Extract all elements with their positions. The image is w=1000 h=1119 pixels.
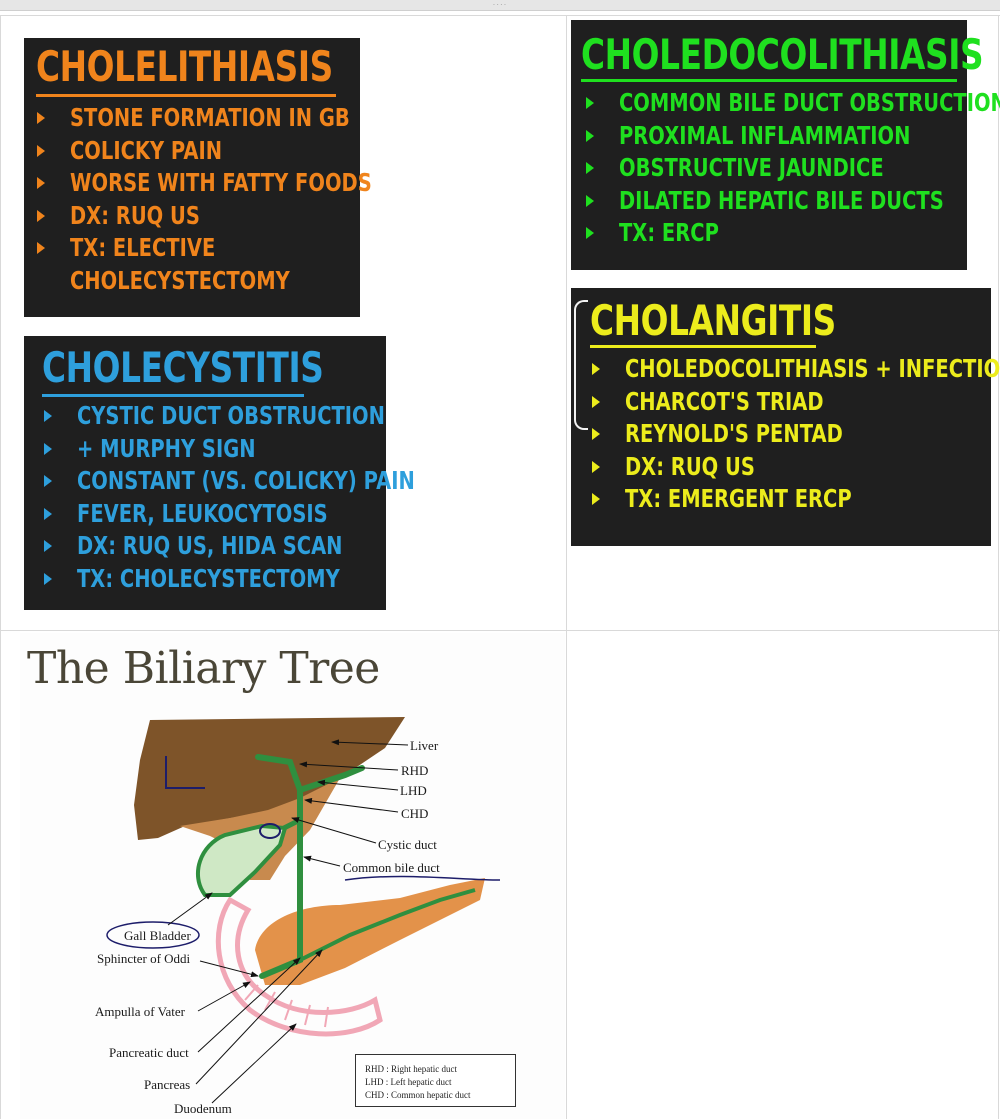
title-underline: [581, 79, 957, 82]
list-item: TX: ELECTIVE: [37, 232, 457, 265]
cholangitis-title: CHOLANGITIS: [590, 296, 836, 345]
choledocolithiasis-title: CHOLEDOCOLITHIASIS: [581, 30, 984, 79]
bullet-arrow-icon: [44, 410, 52, 422]
cholelithiasis-list: STONE FORMATION IN GB COLICKY PAIN WORSE…: [37, 102, 457, 297]
label-ampulla-of-vater: Ampulla of Vater: [95, 1004, 186, 1019]
label-chd: CHD: [401, 806, 429, 821]
choledocolithiasis-list: COMMON BILE DUCT OBSTRUCTION PROXIMAL IN…: [586, 87, 1000, 250]
label-gall-bladder: Gall Bladder: [124, 928, 191, 943]
bullet-arrow-icon: [37, 209, 45, 222]
cholangitis-card: CHOLANGITIS CHOLEDOCOLITHIASIS + INFECTI…: [571, 288, 1000, 546]
bullet-arrow-icon: [592, 395, 600, 408]
list-item: TX: EMERGENT ERCP: [592, 483, 1000, 516]
list-item: DILATED HEPATIC BILE DUCTS: [586, 185, 1000, 218]
list-item: CONSTANT (VS. COLICKY) PAIN: [44, 465, 510, 498]
bullet-arrow-icon: [592, 460, 600, 473]
list-item: DX: RUQ US, HIDA SCAN: [44, 530, 510, 563]
list-item: OBSTRUCTIVE JAUNDICE: [586, 152, 1000, 185]
list-item: COMMON BILE DUCT OBSTRUCTION: [586, 87, 1000, 120]
table-border-middle: [566, 15, 567, 1119]
list-item: CHARCOT'S TRIAD: [592, 386, 1000, 419]
abbreviation-legend: RHD : Right hepatic duct LHD : Left hepa…: [355, 1054, 516, 1107]
label-lhd: LHD: [400, 783, 427, 798]
list-item: PROXIMAL INFLAMMATION: [586, 120, 1000, 153]
biliary-tree-panel: [20, 633, 565, 1119]
cholecystitis-list: CYSTIC DUCT OBSTRUCTION + MURPHY SIGN CO…: [44, 400, 510, 595]
list-item: TX: ERCP: [586, 217, 1000, 250]
bullet-arrow-icon: [586, 194, 594, 207]
bullet-arrow-icon: [44, 507, 52, 520]
bullet-arrow-icon: [44, 475, 52, 487]
pancreas-shape: [255, 878, 485, 985]
bullet-arrow-icon: [44, 442, 52, 455]
label-common-bile-duct: Common bile duct: [343, 860, 440, 875]
top-resize-bar[interactable]: ····: [0, 0, 1000, 11]
bullet-arrow-icon: [44, 540, 52, 552]
liver-shape: [134, 717, 405, 840]
label-sphincter-of-oddi: Sphincter of Oddi: [97, 951, 191, 966]
duodenum-shape: [215, 896, 383, 1037]
bullet-arrow-icon: [37, 242, 45, 254]
label-cystic-duct: Cystic duct: [378, 837, 437, 852]
list-item-continuation: CHOLECYSTECTOMY: [70, 265, 290, 295]
table-border-right: [998, 15, 999, 1119]
label-liver: Liver: [410, 738, 439, 753]
list-item: STONE FORMATION IN GB: [37, 102, 457, 135]
list-item: FEVER, LEUKOCYTOSIS: [44, 498, 510, 531]
bullet-arrow-icon: [37, 144, 45, 157]
title-underline: [42, 394, 304, 397]
list-item: COLICKY PAIN: [37, 135, 457, 168]
resize-grip-icon[interactable]: ····: [492, 0, 508, 9]
choledocolithiasis-card: CHOLEDOCOLITHIASIS COMMON BILE DUCT OBST…: [571, 20, 1000, 270]
annotation-bracket: [574, 300, 588, 430]
cholecystitis-title: CHOLECYSTITIS: [42, 343, 324, 392]
gallbladder-shape: [195, 823, 288, 897]
cholecystitis-card: CHOLECYSTITIS CYSTIC DUCT OBSTRUCTION + …: [24, 336, 415, 610]
bullet-arrow-icon: [592, 493, 600, 505]
title-underline: [36, 94, 336, 97]
bullet-arrow-icon: [592, 428, 600, 440]
list-item: DX: RUQ US: [592, 451, 1000, 484]
list-item: TX: CHOLECYSTECTOMY: [44, 563, 510, 596]
biliary-tree-title: The Biliary Tree: [27, 643, 380, 694]
bullet-arrow-icon: [586, 162, 594, 174]
table-border-top: [0, 15, 1000, 16]
label-rhd: RHD: [401, 763, 429, 778]
cholelithiasis-title: CHOLELITHIASIS: [36, 42, 333, 91]
cholangitis-list: CHOLEDOCOLITHIASIS + INFECTION CHARCOT'S…: [592, 353, 1000, 516]
table-border-left: [0, 15, 1, 1119]
list-item: CYSTIC DUCT OBSTRUCTION: [44, 400, 510, 433]
legend-row: CHD : Common hepatic duct: [365, 1090, 471, 1100]
list-item: WORSE WITH FATTY FOODS: [37, 167, 457, 200]
legend-row: RHD : Right hepatic duct: [365, 1064, 457, 1074]
table-row-divider: [0, 630, 1000, 631]
title-underline: [590, 345, 816, 348]
legend-row: LHD : Left hepatic duct: [365, 1077, 452, 1087]
list-item: DX: RUQ US: [37, 200, 457, 233]
bullet-arrow-icon: [44, 572, 52, 585]
bullet-arrow-icon: [586, 129, 594, 142]
list-item: + MURPHY SIGN: [44, 433, 510, 466]
bullet-arrow-icon: [586, 227, 594, 239]
label-pancreas: Pancreas: [144, 1077, 191, 1092]
label-duodenum: Duodenum: [174, 1101, 232, 1116]
bullet-arrow-icon: [592, 363, 600, 375]
list-item: REYNOLD'S PENTAD: [592, 418, 1000, 451]
bullet-arrow-icon: [37, 112, 45, 124]
bullet-arrow-icon: [37, 177, 45, 189]
label-pancreatic-duct: Pancreatic duct: [109, 1045, 189, 1060]
list-item: CHOLEDOCOLITHIASIS + INFECTION: [592, 353, 1000, 386]
cholelithiasis-card: CHOLELITHIASIS STONE FORMATION IN GB COL…: [24, 38, 372, 317]
bullet-arrow-icon: [586, 97, 594, 109]
